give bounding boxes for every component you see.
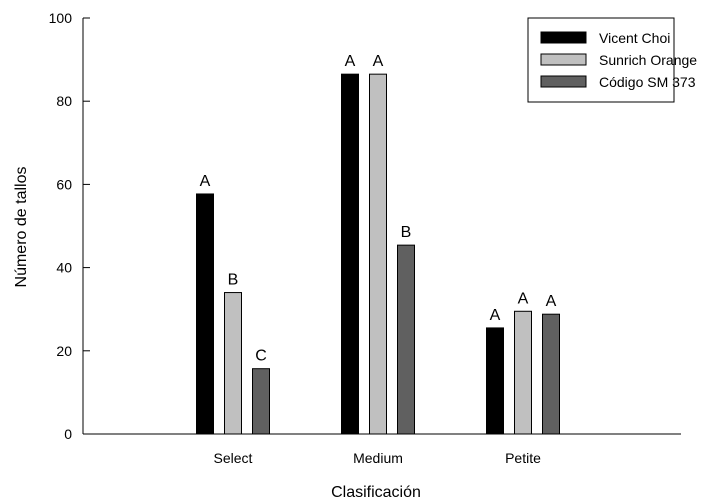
- bar-significance-label: A: [546, 293, 557, 310]
- legend-label: Vicent Choi: [599, 30, 670, 46]
- bar-significance-label: A: [200, 173, 211, 190]
- bar-significance-label: A: [518, 290, 529, 307]
- y-tick-label: 0: [64, 426, 72, 442]
- legend-label: Sunrich Orange: [599, 52, 697, 68]
- y-tick-label: 20: [56, 343, 72, 359]
- y-tick-label: 60: [56, 176, 72, 192]
- bar-significance-label: A: [490, 307, 501, 324]
- bar-significance-label: A: [345, 53, 356, 70]
- bar: [397, 244, 415, 435]
- legend-swatch: [540, 31, 587, 44]
- bar-significance-label: C: [255, 348, 267, 365]
- bar: [252, 368, 270, 435]
- bar: [369, 73, 387, 435]
- bar: [542, 313, 560, 435]
- bar: [341, 73, 359, 435]
- x-tick-label: Medium: [353, 450, 403, 466]
- bar-significance-label: A: [373, 53, 384, 70]
- legend: Vicent Choi Sunrich Orange Código SM 373: [527, 17, 697, 103]
- legend-label: Código SM 373: [599, 74, 696, 90]
- y-tick-label: 40: [56, 260, 72, 276]
- y-tick-label: 80: [56, 93, 72, 109]
- y-axis-title: Número de tallos: [13, 167, 30, 288]
- bars: [196, 73, 560, 435]
- bar: [224, 292, 242, 435]
- bar: [514, 310, 532, 435]
- bar-significance-label: B: [401, 224, 412, 241]
- bar: [196, 193, 214, 435]
- bar: [486, 327, 504, 435]
- x-tick-label: Select: [214, 450, 253, 466]
- legend-swatch: [540, 53, 587, 66]
- y-tick-label: 100: [49, 10, 73, 26]
- bar-significance-label: B: [228, 272, 239, 289]
- x-tick-label: Petite: [505, 450, 541, 466]
- x-axis-title: Clasificación: [331, 484, 421, 501]
- legend-swatch: [540, 75, 587, 88]
